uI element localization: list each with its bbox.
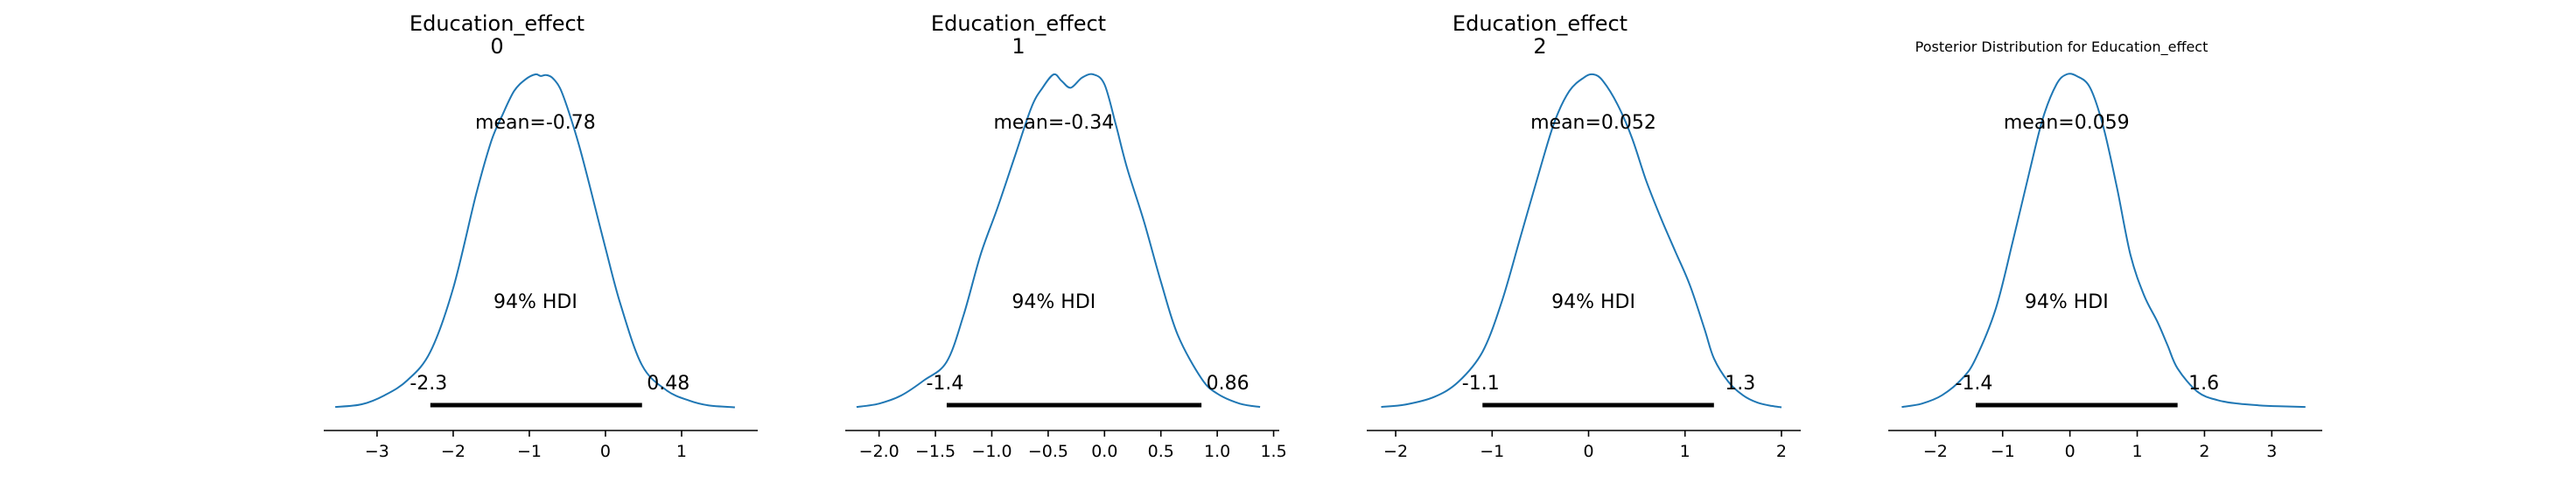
x-tick-label: −1.0 (971, 442, 1012, 461)
x-tick-label: −3 (365, 442, 389, 461)
density-curve (1381, 73, 1782, 409)
x-tick-label: −1 (1991, 442, 2015, 461)
hdi-label: 94% HDI (2025, 291, 2109, 313)
x-tick-label: 0 (1583, 442, 1593, 461)
x-tick-label: 3 (2266, 442, 2277, 461)
hdi-high-label: 0.86 (1207, 373, 1250, 395)
x-tick-label: 1 (676, 442, 687, 461)
hdi-high-label: 1.3 (1725, 373, 1755, 395)
density-curve (856, 73, 1261, 409)
hdi-low-label: -1.4 (1956, 373, 1993, 395)
hdi-label: 94% HDI (1551, 291, 1635, 313)
hdi-high-label: 0.48 (647, 373, 690, 395)
density-curve (1901, 73, 2306, 409)
hdi-low-label: -2.3 (410, 373, 447, 395)
panel-title: Education_effect (1452, 11, 1628, 36)
hdi-low-label: -1.4 (926, 373, 963, 395)
mean-label: mean=0.059 (2004, 112, 2130, 134)
x-tick-label: −1 (1480, 442, 1504, 461)
x-tick-label: −1.5 (915, 442, 956, 461)
x-tick-label: −2.0 (859, 442, 900, 461)
panel-subtitle: 1 (1012, 34, 1025, 59)
panel-title: Education_effect (410, 11, 584, 36)
mean-label: mean=-0.78 (475, 112, 596, 134)
x-tick-label: −2 (1383, 442, 1408, 461)
x-tick-label: −2 (441, 442, 466, 461)
x-tick-label: 1 (1680, 442, 1690, 461)
mean-label: mean=0.052 (1530, 112, 1656, 134)
panel-title: Posterior Distribution for Education_eff… (1915, 38, 2208, 56)
x-tick-label: 1.0 (1204, 442, 1230, 461)
panel-subtitle: 0 (490, 34, 503, 59)
panel-title: Education_effect (931, 11, 1106, 36)
x-tick-label: 0 (2065, 442, 2076, 461)
x-tick-label: −2 (1923, 442, 1948, 461)
x-tick-label: 0.5 (1148, 442, 1174, 461)
panel-subtitle: 2 (1533, 34, 1546, 59)
x-tick-label: 0.0 (1091, 442, 1117, 461)
x-tick-label: 1.5 (1260, 442, 1286, 461)
density-curve (335, 73, 735, 409)
hdi-high-label: 1.6 (2188, 373, 2219, 395)
x-tick-label: 2 (2199, 442, 2209, 461)
x-tick-label: 1 (2132, 442, 2142, 461)
hdi-label: 94% HDI (494, 291, 578, 313)
hdi-low-label: -1.1 (1462, 373, 1500, 395)
hdi-label: 94% HDI (1012, 291, 1096, 313)
x-tick-label: 2 (1776, 442, 1787, 461)
x-tick-label: −0.5 (1028, 442, 1068, 461)
x-tick-label: −1 (517, 442, 542, 461)
mean-label: mean=-0.34 (993, 112, 1114, 134)
x-tick-label: 0 (600, 442, 611, 461)
